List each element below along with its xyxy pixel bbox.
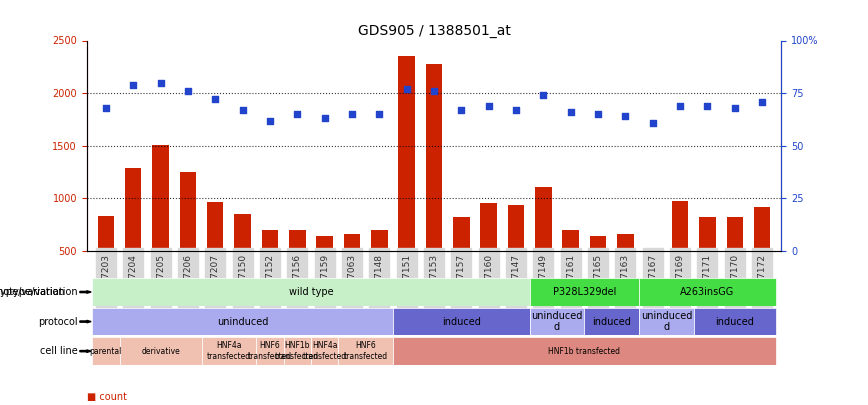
Text: HNF1b
transfected: HNF1b transfected <box>275 341 319 361</box>
Point <box>291 111 305 117</box>
Point <box>618 113 632 119</box>
Bar <box>234 214 251 304</box>
Text: HNF4a
transfected: HNF4a transfected <box>207 341 251 361</box>
Bar <box>645 250 661 304</box>
Point <box>727 104 741 111</box>
Bar <box>201 337 256 365</box>
Point <box>454 107 468 113</box>
Text: cell line: cell line <box>41 346 78 356</box>
Bar <box>372 230 387 304</box>
Bar <box>426 64 442 304</box>
Bar <box>311 337 339 365</box>
Point <box>563 109 577 115</box>
Bar <box>262 230 278 304</box>
Point <box>208 96 222 103</box>
Text: ■ count: ■ count <box>87 392 127 402</box>
Bar <box>256 337 284 365</box>
Text: wild type: wild type <box>289 287 333 297</box>
Point <box>482 102 496 109</box>
Point <box>591 111 605 117</box>
Bar <box>529 278 639 306</box>
Bar <box>125 168 141 304</box>
Point <box>536 92 550 98</box>
Point <box>99 104 113 111</box>
Bar <box>529 308 584 335</box>
Bar <box>153 145 168 304</box>
Bar <box>639 278 776 306</box>
Point <box>236 107 250 113</box>
Text: induced: induced <box>715 317 754 326</box>
Text: P328L329del: P328L329del <box>553 287 616 297</box>
Bar <box>754 207 770 304</box>
Point <box>755 98 769 105</box>
Text: uninduced
d: uninduced d <box>641 311 692 333</box>
Bar <box>672 200 688 304</box>
Point <box>646 119 660 126</box>
Bar <box>317 237 332 304</box>
Bar <box>562 230 579 304</box>
Text: parental: parental <box>89 347 122 356</box>
Text: HNF6
transfected: HNF6 transfected <box>344 341 388 361</box>
Bar <box>284 337 311 365</box>
Bar <box>207 202 223 304</box>
Bar <box>508 205 524 304</box>
Bar <box>92 278 529 306</box>
Bar <box>453 217 470 304</box>
Bar <box>590 237 606 304</box>
Text: HNF1b transfected: HNF1b transfected <box>549 347 621 356</box>
Bar <box>393 308 529 335</box>
Point <box>700 102 714 109</box>
Title: GDS905 / 1388501_at: GDS905 / 1388501_at <box>358 24 510 38</box>
Text: uninduced
d: uninduced d <box>531 311 582 333</box>
Point <box>509 107 523 113</box>
Text: genotype/variation: genotype/variation <box>0 287 65 297</box>
Bar <box>584 308 639 335</box>
Bar <box>694 308 776 335</box>
Point <box>318 115 332 122</box>
Bar <box>344 234 360 304</box>
Point <box>181 88 195 94</box>
Text: HNF4a
transfected: HNF4a transfected <box>303 341 346 361</box>
Text: induced: induced <box>442 317 481 326</box>
Point <box>372 111 386 117</box>
Bar <box>339 337 393 365</box>
Text: A263insGG: A263insGG <box>681 287 734 297</box>
Bar <box>481 202 496 304</box>
Bar <box>393 337 776 365</box>
Text: HNF6
transfected: HNF6 transfected <box>248 341 292 361</box>
Bar <box>180 172 196 304</box>
Text: induced: induced <box>592 317 631 326</box>
Bar <box>398 56 415 304</box>
Text: protocol: protocol <box>38 317 78 326</box>
Bar <box>92 308 393 335</box>
Bar <box>120 337 201 365</box>
Bar <box>536 187 551 304</box>
Point <box>673 102 687 109</box>
Text: uninduced: uninduced <box>217 317 268 326</box>
Bar <box>700 217 715 304</box>
Point <box>427 88 441 94</box>
Text: derivative: derivative <box>141 347 180 356</box>
Point <box>400 86 414 92</box>
Bar <box>639 308 694 335</box>
Bar <box>289 230 306 304</box>
Bar <box>92 337 120 365</box>
Bar <box>727 217 743 304</box>
Point <box>263 117 277 124</box>
Point <box>154 79 168 86</box>
Bar <box>617 234 634 304</box>
Bar <box>98 216 114 304</box>
Point <box>127 81 141 88</box>
Text: genotype/variation: genotype/variation <box>0 287 78 297</box>
Point <box>345 111 359 117</box>
